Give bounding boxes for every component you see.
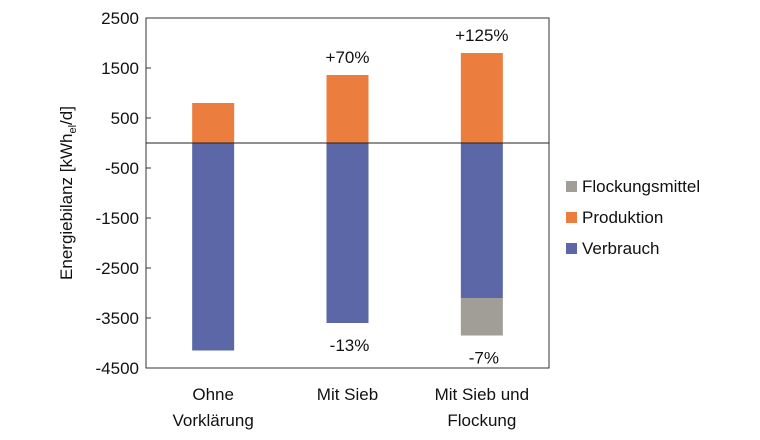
annotation-top: +70%	[326, 48, 370, 67]
y-tick-label: 500	[111, 109, 139, 128]
bar-verbrauch	[460, 143, 503, 298]
x-tick-label: Vorklärung	[173, 411, 254, 430]
annotation-bottom: -13%	[330, 336, 370, 355]
plot-frame	[145, 17, 550, 369]
y-tick-label: -2500	[96, 259, 139, 278]
legend-swatch-produktion	[566, 212, 577, 223]
legend-label-flockungsmittel: Flockungsmittel	[582, 177, 700, 196]
x-tick-label: Mit Sieb	[317, 385, 378, 404]
y-axis-label: Energiebilanz [kWhel/d]	[57, 106, 79, 280]
bar-flockungsmittel	[460, 298, 503, 336]
y-tick-label: -4500	[96, 359, 139, 378]
bar-verbrauch	[192, 143, 235, 351]
annotation-bottom: -7%	[469, 349, 499, 368]
y-tick-label: -500	[105, 159, 139, 178]
x-tick-label: Mit Sieb und	[435, 385, 530, 404]
bar-verbrauch	[326, 143, 369, 323]
y-tick-label: 2500	[101, 9, 139, 28]
bar-produktion	[326, 75, 369, 143]
x-tick-label: Flockung	[447, 411, 516, 430]
x-tick-label: Ohne	[192, 385, 234, 404]
y-tick-label: 1500	[101, 59, 139, 78]
bar-produktion	[460, 53, 503, 143]
legend-swatch-flockungsmittel	[566, 181, 577, 192]
annotation-top: +125%	[455, 26, 508, 45]
y-tick-label: -3500	[96, 309, 139, 328]
legend-label-verbrauch: Verbrauch	[582, 239, 660, 258]
legend-swatch-verbrauch	[566, 243, 577, 254]
y-tick-label: -1500	[96, 209, 139, 228]
legend-label-produktion: Produktion	[582, 208, 663, 227]
bar-produktion	[192, 103, 235, 143]
